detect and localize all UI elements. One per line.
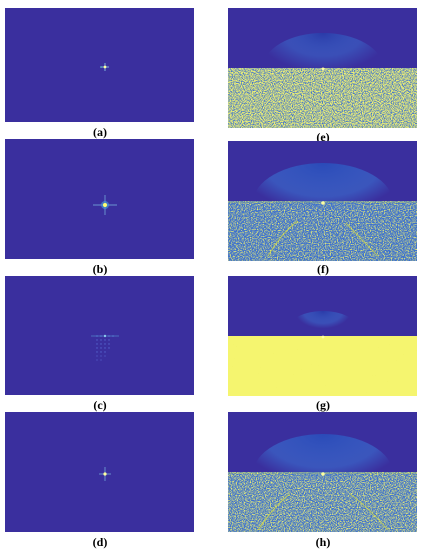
- panel-e: [228, 8, 417, 128]
- panel-c: [5, 276, 194, 395]
- panel-a: [5, 8, 194, 122]
- panel-b: [5, 139, 194, 259]
- panel-f: [228, 141, 417, 261]
- panel-h-caption: (h): [315, 535, 331, 549]
- spectral-peak: [93, 195, 117, 215]
- dotted-grid: [91, 334, 119, 361]
- panel-a-caption: (a): [93, 125, 107, 139]
- spectral-peak: [100, 63, 109, 71]
- panel-d: [5, 412, 194, 532]
- panel-b-caption: (b): [92, 262, 108, 276]
- panel-d-caption: (d): [92, 535, 108, 549]
- panel-g-caption: (g): [316, 398, 330, 412]
- panel-e-caption: (e): [316, 130, 330, 144]
- panel-f-caption: (f): [317, 262, 329, 276]
- panel-c-caption: (c): [93, 398, 107, 412]
- spectral-peak: [99, 467, 111, 481]
- panel-h: [228, 412, 417, 532]
- panel-g: [228, 276, 417, 396]
